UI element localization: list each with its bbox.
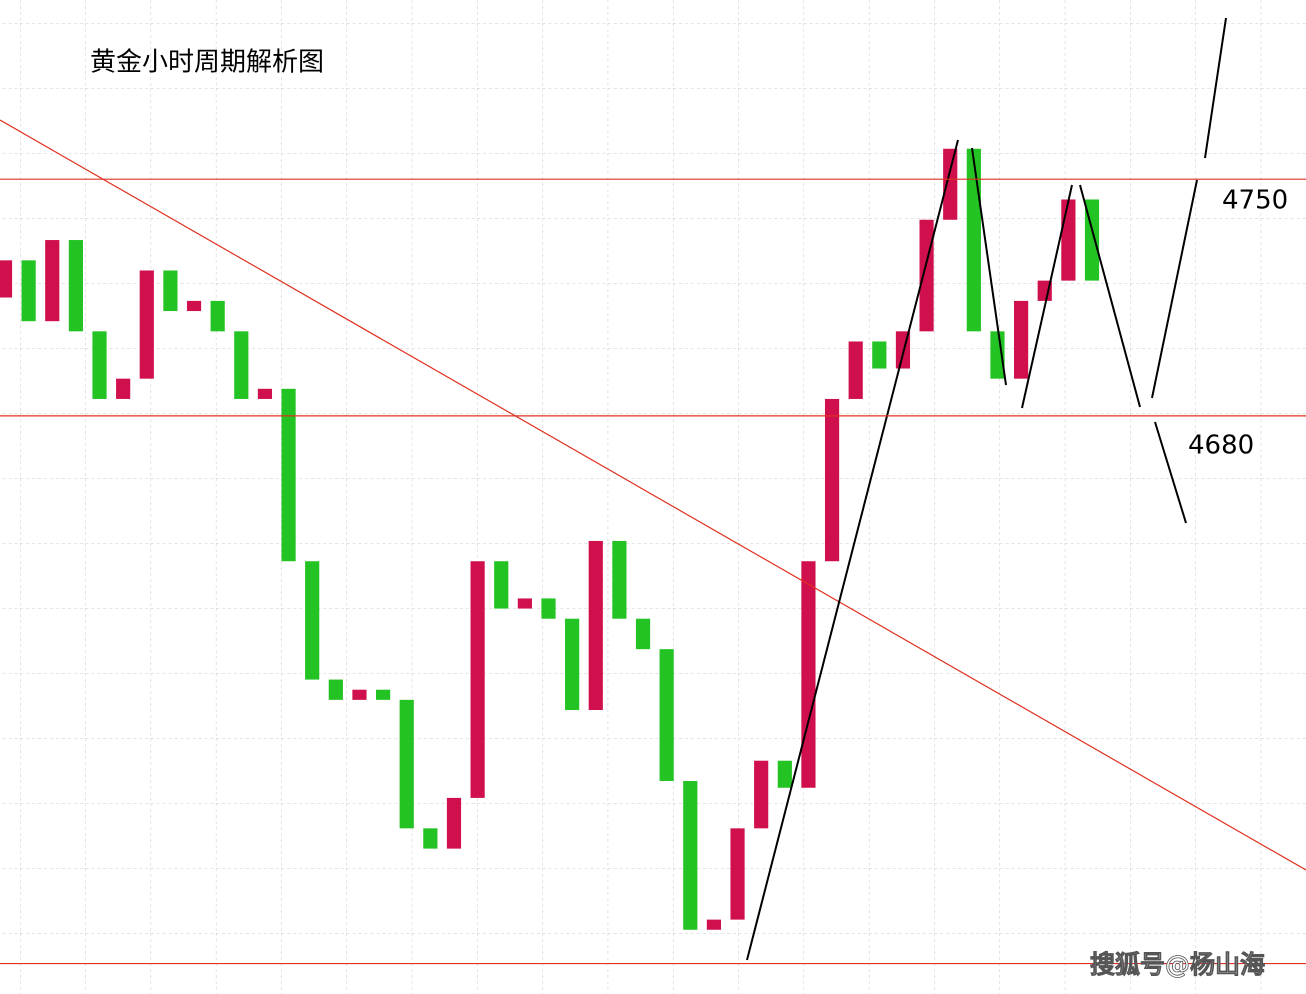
candle-body <box>730 828 745 920</box>
candle-body <box>328 679 343 700</box>
candle-body <box>635 618 651 650</box>
candle-body <box>21 260 36 322</box>
candles <box>0 148 1100 930</box>
candle-body <box>588 540 603 710</box>
candle-body <box>234 331 249 399</box>
candle-body <box>683 781 698 930</box>
candle-body <box>305 561 320 680</box>
candle-body <box>565 618 580 710</box>
candle-body <box>0 260 13 298</box>
level-label: 4750 <box>1222 186 1288 216</box>
candle-body <box>352 689 367 700</box>
candle-body <box>872 341 887 369</box>
candle-body <box>612 540 627 619</box>
candle-body <box>375 689 391 700</box>
candle-body <box>541 598 556 619</box>
candle-body <box>824 398 840 562</box>
candle-body <box>281 388 296 562</box>
level-label: 4680 <box>1188 430 1254 460</box>
candle-body <box>399 699 414 829</box>
levels: 4750 4680 <box>0 178 1306 965</box>
candle-body <box>45 240 60 322</box>
candle-body <box>116 378 131 399</box>
candle-body <box>706 919 722 930</box>
candle-body <box>777 760 792 788</box>
candle-body <box>659 649 674 781</box>
candle-body <box>139 270 154 379</box>
candle-body <box>919 219 934 332</box>
candle-body <box>163 270 178 312</box>
candle-body <box>68 240 83 332</box>
candle-body <box>754 760 769 829</box>
candle-body <box>1061 199 1076 281</box>
candle-body <box>257 388 273 399</box>
candle-body <box>848 341 863 399</box>
candle-body <box>423 828 438 849</box>
trendline <box>0 119 1306 871</box>
chart-title: 黄金小时周期解析图 <box>90 48 324 78</box>
candle-body <box>186 300 202 312</box>
candle-body <box>801 561 816 788</box>
candle-body <box>210 300 225 332</box>
candle-body <box>943 148 958 220</box>
candle-body <box>446 797 462 849</box>
candle-body <box>92 331 107 399</box>
candle-body <box>1014 300 1029 379</box>
candle-body <box>990 331 1005 379</box>
watermark: 搜狐号@杨山海 <box>1090 950 1265 979</box>
candle-body <box>517 598 532 609</box>
candle-body <box>1037 280 1052 301</box>
forecast-lines <box>746 17 1227 961</box>
candle-body <box>966 148 981 332</box>
candle-body <box>470 561 485 798</box>
candle-body <box>494 561 509 609</box>
